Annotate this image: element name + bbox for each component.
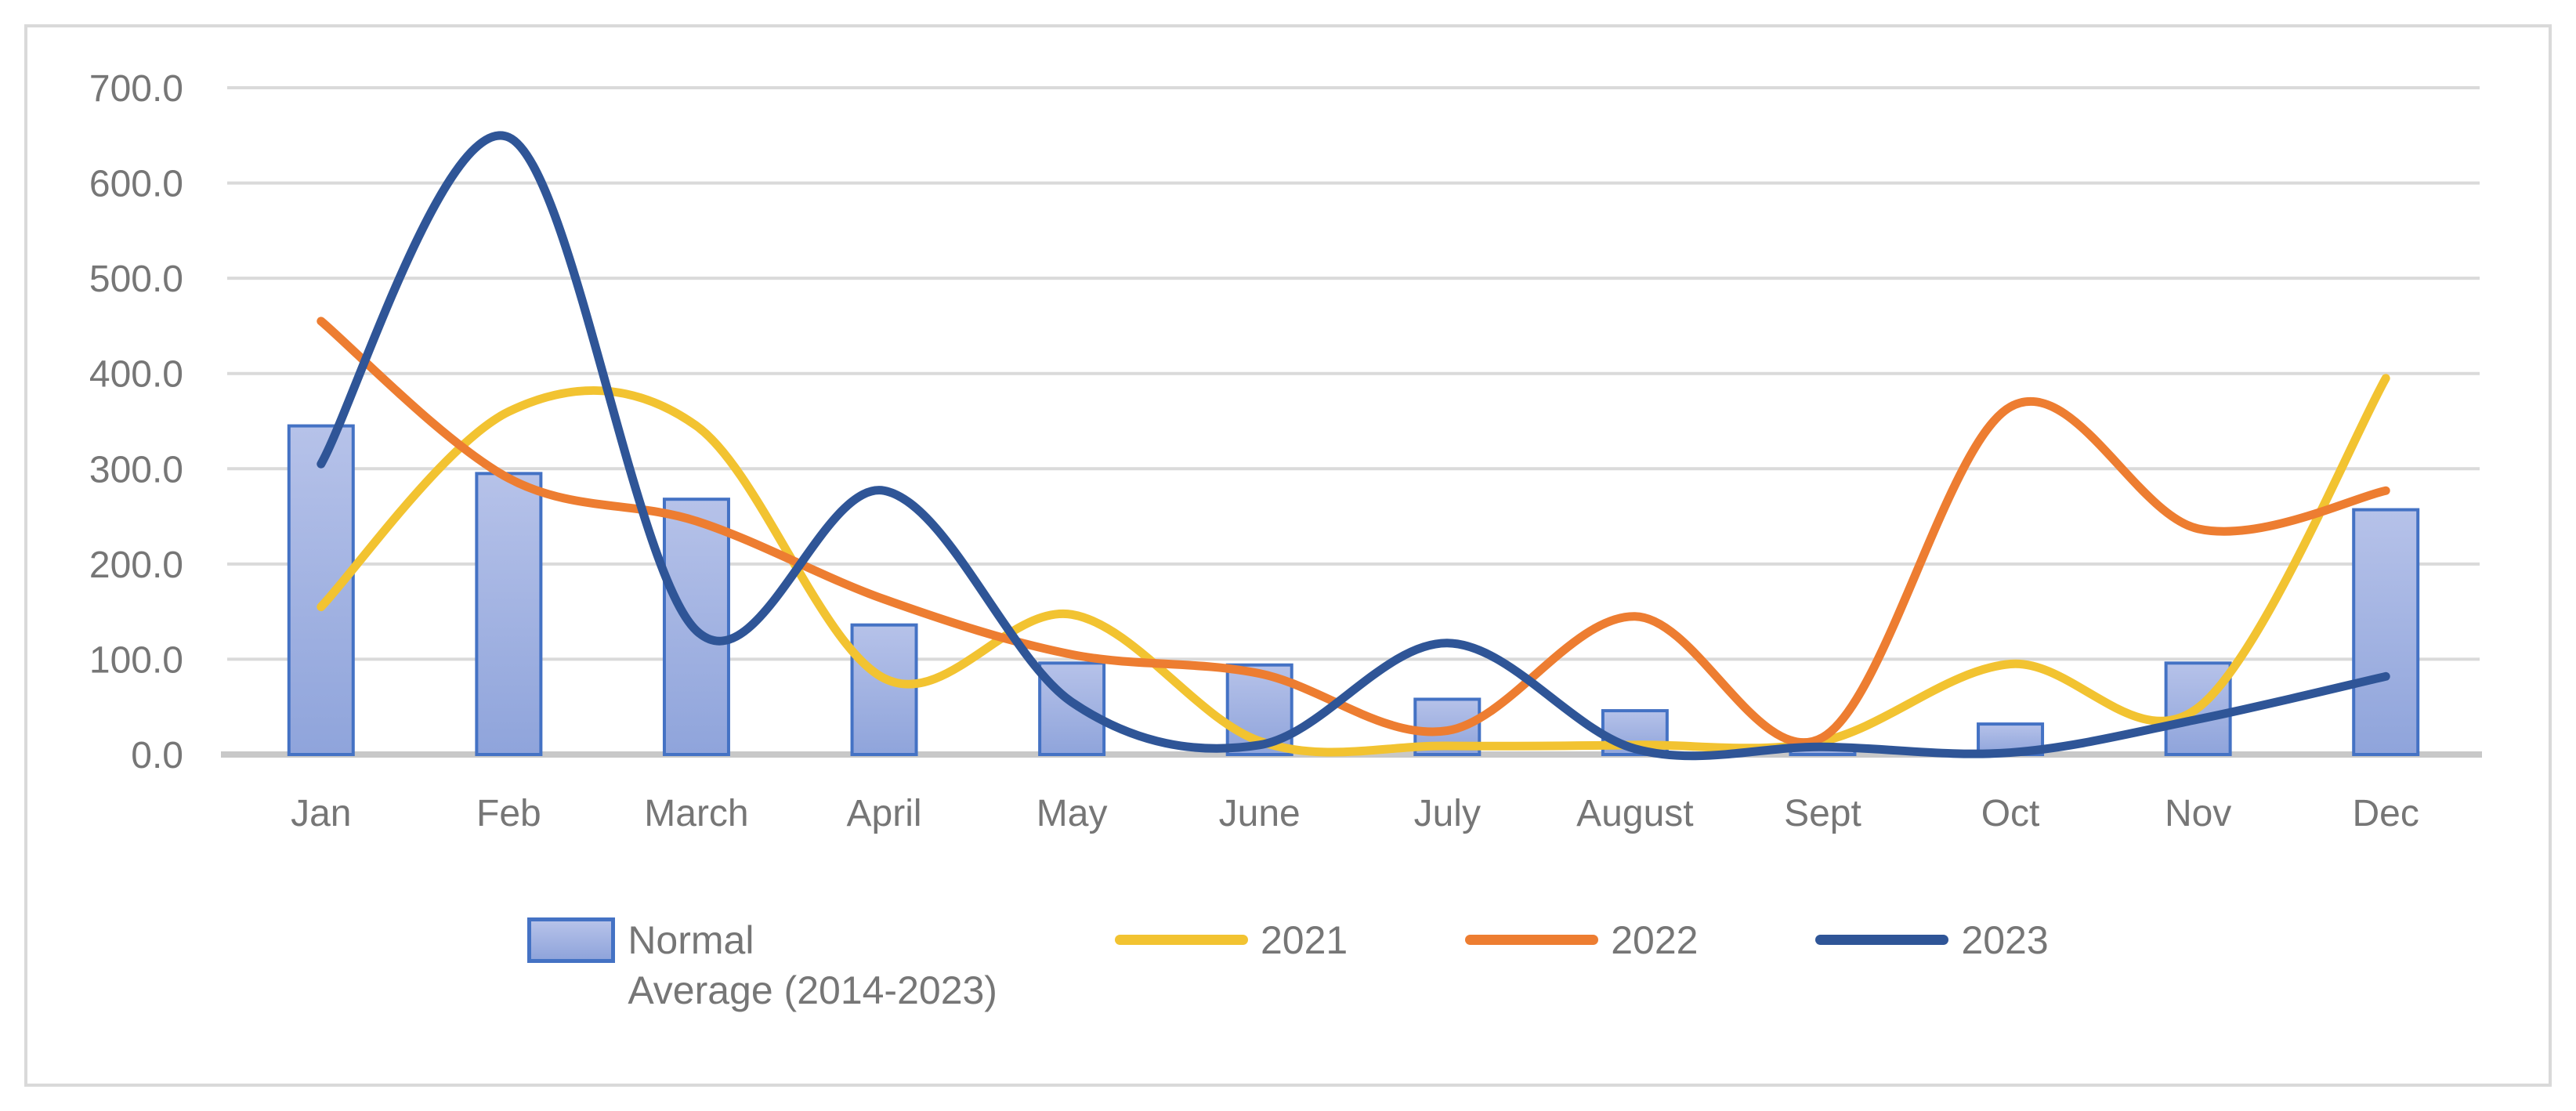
y-tick-label-400: 400.0 xyxy=(89,354,183,396)
x-axis-label-nov: Nov xyxy=(2165,793,2231,834)
y-tick-label-700: 700.0 xyxy=(89,68,183,110)
bar-jan xyxy=(287,424,355,756)
legend-label-2021: 2021 xyxy=(1260,918,1348,962)
line-series-swatch-2022-icon xyxy=(1465,935,1599,945)
line-series-swatch-2023-icon xyxy=(1815,935,1949,945)
bar-april xyxy=(850,623,918,756)
legend-item-2022: 2022 xyxy=(1465,915,1698,965)
legend-item-2021: 2021 xyxy=(1114,915,1348,965)
legend-label-2023: 2023 xyxy=(1961,918,2049,962)
y-tick-label-300: 300.0 xyxy=(89,449,183,490)
bar-series-swatch-icon xyxy=(527,917,616,963)
chart-frame xyxy=(24,24,2552,1087)
y-tick-label-500: 500.0 xyxy=(89,259,183,300)
legend-item-normal-average: Normal Average (2014-2023) xyxy=(527,915,997,1015)
x-axis-label-sept: Sept xyxy=(1784,793,1861,834)
line-series-2022 xyxy=(317,317,2390,747)
x-axis-label-may: May xyxy=(1037,793,1108,834)
x-axis-label-oct: Oct xyxy=(1981,793,2040,834)
x-axis-label-august: August xyxy=(1576,793,1693,834)
bar-feb xyxy=(475,472,543,756)
line-series-swatch-2021-icon xyxy=(1114,935,1248,945)
y-tick-label-200: 200.0 xyxy=(89,545,183,586)
x-axis-label-july: July xyxy=(1414,793,1481,834)
legend-item-2023: 2023 xyxy=(1815,915,2049,965)
x-axis-label-feb: Feb xyxy=(476,793,541,834)
chart-legend: Normal Average (2014-2023) 2021 2022 202… xyxy=(0,915,2576,1015)
y-tick-label-600: 600.0 xyxy=(89,164,183,205)
x-axis-label-june: June xyxy=(1219,793,1301,834)
legend-label-2022: 2022 xyxy=(1611,918,1699,962)
y-tick-label-0: 0.0 xyxy=(131,735,183,776)
y-tick-label-100: 100.0 xyxy=(89,639,183,681)
bar-dec xyxy=(2352,508,2420,756)
legend-label-normal-average: Normal Average (2014-2023) xyxy=(628,918,997,1012)
x-axis-label-april: April xyxy=(847,793,922,834)
x-axis-label-dec: Dec xyxy=(2353,793,2419,834)
x-axis-label-march: March xyxy=(644,793,748,834)
x-axis-label-jan: Jan xyxy=(291,793,351,834)
line-series-2023 xyxy=(317,131,2390,761)
line-series-2021 xyxy=(317,374,2390,757)
